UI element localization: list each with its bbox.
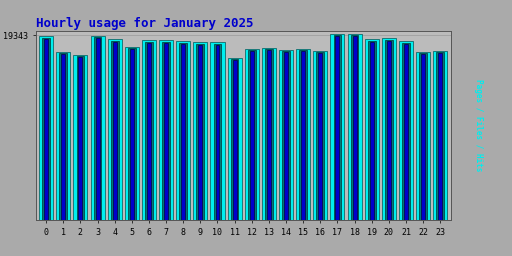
Bar bbox=[78, 57, 82, 220]
Bar bbox=[214, 44, 221, 220]
Bar bbox=[145, 42, 153, 220]
Bar bbox=[125, 47, 139, 220]
Bar bbox=[313, 51, 327, 220]
Bar bbox=[316, 52, 324, 220]
Bar bbox=[179, 43, 187, 220]
Bar bbox=[91, 36, 104, 220]
Bar bbox=[365, 39, 379, 220]
Bar bbox=[164, 43, 168, 220]
Bar bbox=[330, 34, 345, 220]
Bar bbox=[44, 39, 48, 220]
Bar bbox=[433, 51, 447, 220]
Bar bbox=[108, 39, 122, 220]
Bar bbox=[198, 45, 202, 220]
Bar bbox=[159, 40, 173, 220]
Bar bbox=[436, 52, 444, 220]
Bar bbox=[231, 59, 239, 220]
Bar bbox=[113, 42, 117, 220]
Bar bbox=[382, 38, 396, 220]
Bar bbox=[96, 38, 99, 220]
Bar bbox=[142, 40, 156, 220]
Bar bbox=[301, 51, 305, 220]
Bar bbox=[228, 58, 242, 220]
Bar bbox=[318, 53, 322, 220]
Bar bbox=[94, 37, 101, 220]
Bar bbox=[216, 45, 220, 220]
Bar bbox=[334, 35, 342, 220]
Bar bbox=[162, 42, 170, 220]
Bar bbox=[296, 49, 310, 220]
Bar bbox=[130, 49, 134, 220]
Bar bbox=[73, 55, 88, 220]
Bar bbox=[232, 60, 237, 220]
Bar bbox=[250, 51, 254, 220]
Bar bbox=[348, 34, 361, 220]
Bar bbox=[181, 44, 185, 220]
Bar bbox=[59, 53, 67, 220]
Bar bbox=[262, 48, 276, 220]
Bar bbox=[176, 41, 190, 220]
Bar bbox=[279, 50, 293, 220]
Bar bbox=[265, 49, 273, 220]
Bar bbox=[421, 54, 425, 220]
Bar bbox=[147, 43, 151, 220]
Bar bbox=[335, 36, 339, 220]
Bar bbox=[368, 41, 376, 220]
Text: Hourly usage for January 2025: Hourly usage for January 2025 bbox=[36, 17, 253, 29]
Bar bbox=[42, 38, 50, 220]
Bar bbox=[387, 41, 391, 220]
Bar bbox=[404, 44, 408, 220]
Bar bbox=[128, 48, 136, 220]
Bar bbox=[248, 50, 255, 220]
Bar bbox=[370, 42, 374, 220]
Bar bbox=[61, 54, 65, 220]
Bar bbox=[194, 42, 207, 220]
Bar bbox=[399, 41, 413, 220]
Bar bbox=[402, 43, 410, 220]
Bar bbox=[385, 40, 393, 220]
Bar bbox=[284, 52, 288, 220]
Bar bbox=[419, 53, 427, 220]
Bar bbox=[245, 49, 259, 220]
Bar bbox=[351, 35, 358, 220]
Bar bbox=[56, 52, 70, 220]
Bar bbox=[353, 36, 356, 220]
Bar bbox=[438, 53, 442, 220]
Text: Pages / Files / Hits: Pages / Files / Hits bbox=[474, 79, 483, 172]
Bar bbox=[111, 41, 119, 220]
Bar bbox=[300, 50, 307, 220]
Bar bbox=[197, 44, 204, 220]
Bar bbox=[267, 50, 271, 220]
Bar bbox=[210, 42, 225, 220]
Bar bbox=[416, 52, 430, 220]
Bar bbox=[39, 36, 53, 220]
Bar bbox=[76, 56, 84, 220]
Bar bbox=[282, 51, 290, 220]
